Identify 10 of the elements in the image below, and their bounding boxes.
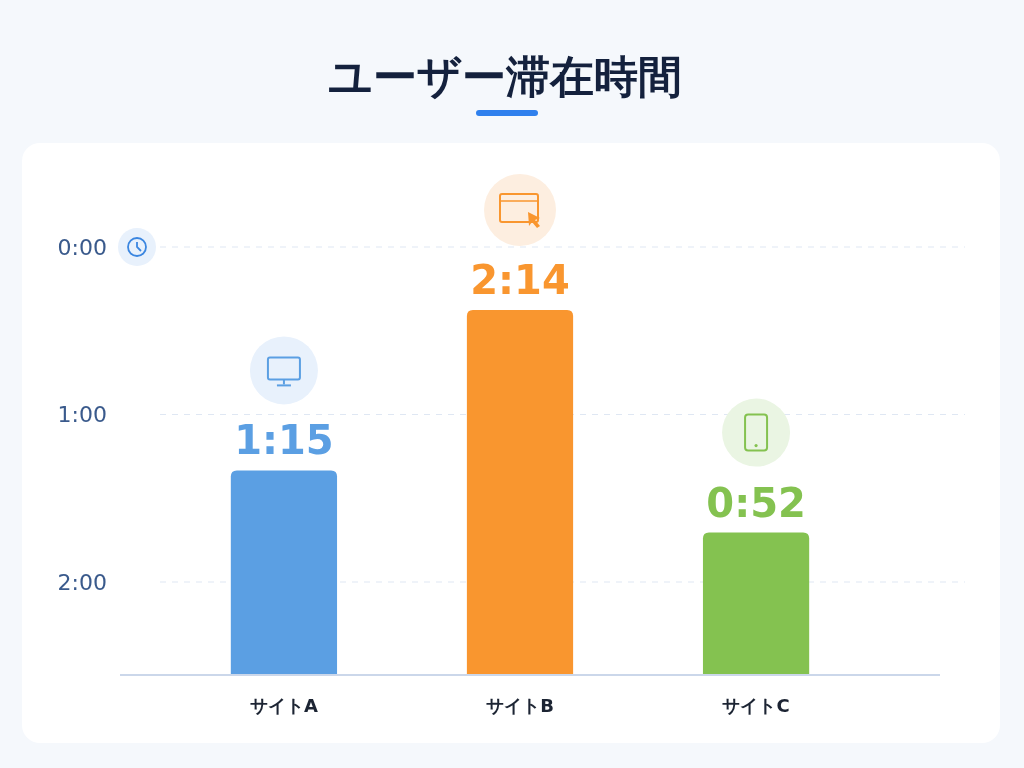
- x-tick-label: サイトC: [722, 695, 790, 716]
- y2-tick-label: 0:00: [57, 234, 107, 260]
- y2-tick-label: 2:00: [57, 569, 107, 595]
- data-label: 0:52: [706, 479, 806, 526]
- y2-tick-label: 1:00: [57, 402, 107, 428]
- data-label: 1:15: [234, 417, 334, 464]
- x-tick-label: サイトB: [486, 695, 554, 716]
- data-label: 2:14: [470, 257, 570, 303]
- x-tick-label: サイトA: [249, 695, 318, 716]
- chart-title: ユーザー滞在時間: [328, 51, 682, 102]
